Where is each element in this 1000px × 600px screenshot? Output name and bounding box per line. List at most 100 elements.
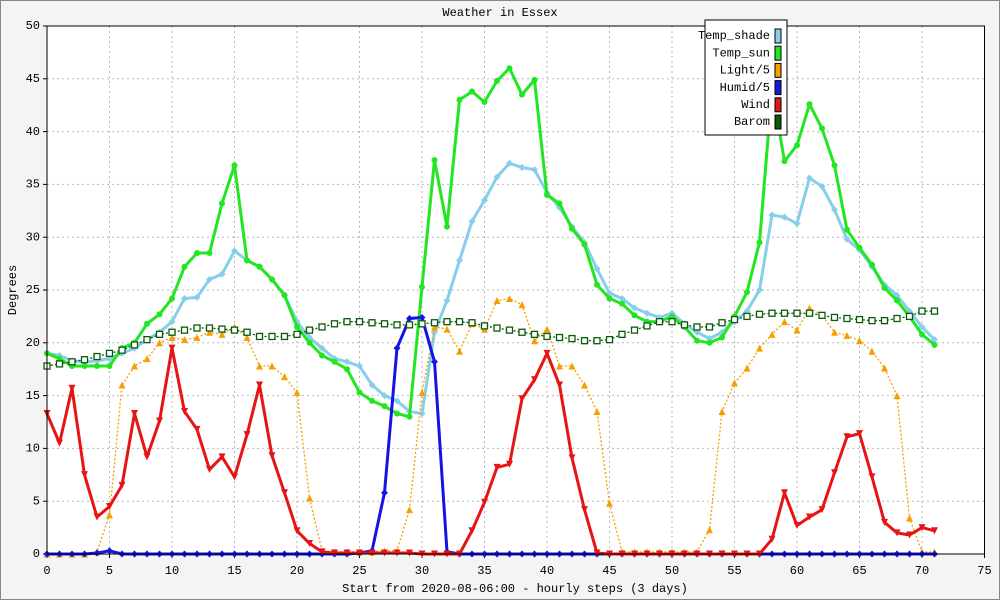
data-point [444, 223, 450, 230]
data-point [306, 494, 313, 502]
data-point [218, 330, 226, 338]
data-point [793, 309, 801, 317]
data-point [718, 407, 726, 415]
data-point [256, 381, 263, 389]
data-point [256, 263, 263, 270]
data-point [231, 162, 238, 169]
data-point [794, 142, 800, 149]
data-point [468, 217, 476, 225]
data-point [531, 376, 538, 384]
data-point [193, 425, 201, 433]
data-point [293, 527, 301, 535]
data-point [668, 318, 676, 326]
data-point [418, 388, 426, 396]
data-point [431, 323, 438, 331]
data-point [819, 125, 825, 132]
data-point [843, 314, 851, 323]
data-point [268, 452, 276, 460]
data-point [831, 206, 838, 214]
legend-box [704, 19, 788, 136]
data-point [731, 379, 738, 387]
series-line [47, 297, 935, 555]
series-group [43, 344, 938, 558]
data-point [855, 315, 864, 324]
data-point [593, 407, 601, 415]
y-axis-label: Degrees [6, 265, 20, 315]
data-point [381, 403, 388, 410]
data-point [218, 270, 226, 278]
data-point [781, 489, 788, 497]
chart-title: Weather in Essex [442, 6, 557, 20]
data-point [269, 276, 275, 283]
data-point [756, 344, 763, 352]
data-point [544, 191, 550, 198]
data-point [830, 313, 839, 322]
data-point [231, 473, 238, 481]
data-point [94, 363, 100, 370]
data-point [593, 265, 601, 273]
data-point [593, 549, 601, 557]
legend-label: Humid/5 [720, 81, 770, 95]
data-point [706, 335, 713, 343]
y-tick-label: 50 [26, 19, 40, 33]
data-point [506, 159, 513, 167]
y-tick-label: 5 [33, 494, 40, 508]
data-point [355, 318, 364, 326]
data-point [543, 325, 551, 333]
x-tick-label: 10 [165, 564, 179, 578]
data-point [493, 173, 501, 181]
data-point [81, 363, 88, 370]
data-point [281, 373, 288, 381]
data-point [106, 547, 113, 555]
data-point [156, 417, 163, 425]
data-point [706, 339, 713, 346]
data-point [68, 358, 76, 366]
data-point [831, 162, 838, 169]
data-point [319, 352, 325, 359]
data-point [931, 527, 938, 535]
data-point [493, 297, 501, 305]
data-point [206, 275, 213, 283]
data-point [293, 330, 301, 339]
data-point [593, 337, 601, 345]
data-point [869, 261, 875, 268]
data-point [243, 328, 251, 336]
data-point [481, 498, 488, 506]
data-point [243, 431, 251, 439]
data-point [518, 164, 526, 172]
data-point [755, 310, 764, 318]
data-point [781, 158, 788, 165]
y-tick-label: 45 [26, 72, 40, 86]
data-point [343, 318, 351, 326]
data-point [231, 247, 238, 255]
legend-label: Barom [734, 115, 770, 129]
data-point [881, 284, 888, 291]
data-point [106, 502, 113, 510]
data-point [581, 506, 588, 514]
y-tick-label: 25 [26, 283, 40, 297]
x-tick-label: 65 [852, 564, 866, 578]
data-point [93, 549, 101, 557]
data-point [369, 397, 375, 404]
data-point [568, 362, 576, 370]
data-point [368, 381, 376, 389]
data-point [655, 318, 664, 326]
y-tick-label: 0 [33, 547, 40, 561]
x-tick-label: 0 [43, 564, 50, 578]
series-line [46, 66, 936, 419]
data-point [468, 527, 476, 535]
data-point [281, 292, 288, 299]
data-point [318, 548, 326, 556]
legend: Temp_shade Temp_sun Light/5 Humid/5 Wind Baro… [698, 19, 788, 136]
data-point [818, 183, 826, 191]
legend-label: Temp_sun [712, 46, 770, 60]
data-point [930, 307, 939, 315]
data-point [581, 241, 588, 248]
data-point [219, 200, 225, 207]
x-tick-label: 20 [290, 564, 304, 578]
data-point [493, 463, 501, 471]
legend-swatch [774, 45, 782, 61]
data-point [543, 349, 551, 357]
legend-label: Temp_shade [698, 29, 770, 43]
x-tick-label: 50 [665, 564, 679, 578]
